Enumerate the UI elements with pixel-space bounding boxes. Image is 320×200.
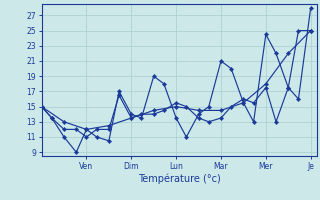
X-axis label: Température (°c): Température (°c)	[138, 173, 220, 184]
